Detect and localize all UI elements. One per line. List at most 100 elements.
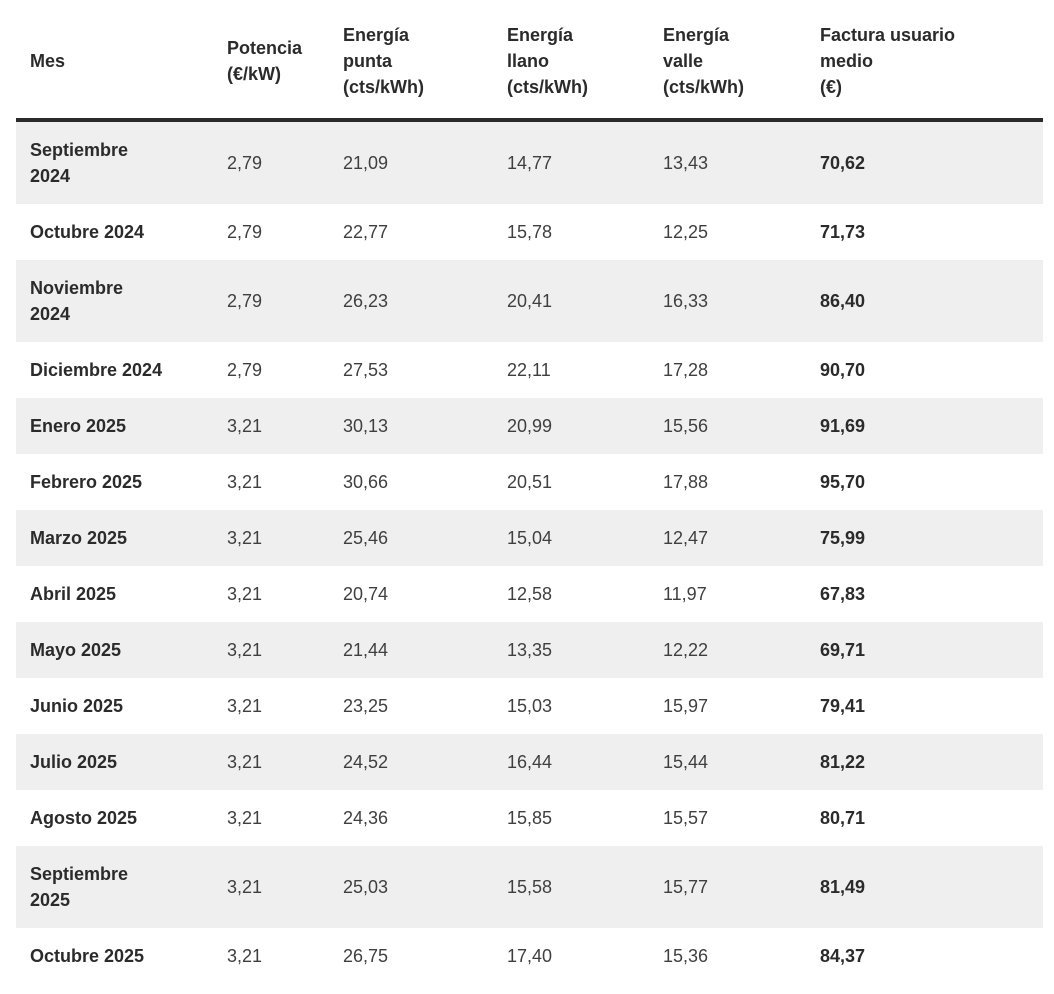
factura-cell: 91,69 bbox=[820, 416, 866, 436]
header-row: Mes Potencia (€/kW) Energía punta (cts/k… bbox=[16, 0, 1043, 122]
factura-cell: 95,70 bbox=[820, 472, 866, 492]
factura-cell: 70,62 bbox=[820, 153, 866, 173]
energia-punta-cell: 25,46 bbox=[343, 528, 389, 548]
month-cell: Febrero 2025 bbox=[30, 472, 143, 492]
energia-valle-cell: 15,44 bbox=[663, 752, 709, 772]
potencia-cell: 3,21 bbox=[227, 946, 263, 966]
col-header-energia-llano: Energía llano (cts/kWh) bbox=[507, 0, 663, 122]
pricing-table: Mes Potencia (€/kW) Energía punta (cts/k… bbox=[16, 0, 1043, 984]
table-row: Julio 2025 3,21 24,52 16,44 15,44 81,22 bbox=[16, 734, 1043, 790]
col-header-energia-punta: Energía punta (cts/kWh) bbox=[343, 0, 507, 122]
potencia-cell: 3,21 bbox=[227, 877, 263, 897]
potencia-cell: 3,21 bbox=[227, 640, 263, 660]
potencia-cell: 3,21 bbox=[227, 752, 263, 772]
table-row: Junio 2025 3,21 23,25 15,03 15,97 79,41 bbox=[16, 678, 1043, 734]
energia-punta-cell: 23,25 bbox=[343, 696, 389, 716]
potencia-cell: 3,21 bbox=[227, 696, 263, 716]
energia-valle-cell: 12,22 bbox=[663, 640, 709, 660]
potencia-cell: 2,79 bbox=[227, 360, 263, 380]
energia-llano-cell: 16,44 bbox=[507, 752, 553, 772]
potencia-cell: 2,79 bbox=[227, 222, 263, 242]
energia-valle-cell: 15,57 bbox=[663, 808, 709, 828]
energia-valle-cell: 15,36 bbox=[663, 946, 709, 966]
energia-llano-cell: 15,03 bbox=[507, 696, 553, 716]
energia-llano-cell: 13,35 bbox=[507, 640, 553, 660]
col-header-mes: Mes bbox=[16, 0, 227, 122]
energia-llano-cell: 15,04 bbox=[507, 528, 553, 548]
col-header-potencia: Potencia (€/kW) bbox=[227, 0, 343, 122]
energia-valle-cell: 17,28 bbox=[663, 360, 709, 380]
month-cell: Julio 2025 bbox=[30, 752, 118, 772]
energia-llano-cell: 12,58 bbox=[507, 584, 553, 604]
energia-punta-cell: 27,53 bbox=[343, 360, 389, 380]
factura-cell: 79,41 bbox=[820, 696, 866, 716]
month-cell: Septiembre 2024 bbox=[30, 140, 129, 186]
energia-valle-cell: 16,33 bbox=[663, 291, 709, 311]
factura-cell: 86,40 bbox=[820, 291, 866, 311]
factura-cell: 80,71 bbox=[820, 808, 866, 828]
energia-punta-cell: 24,36 bbox=[343, 808, 389, 828]
energia-punta-cell: 30,13 bbox=[343, 416, 389, 436]
energia-llano-cell: 15,78 bbox=[507, 222, 553, 242]
energia-punta-cell: 21,09 bbox=[343, 153, 389, 173]
factura-cell: 75,99 bbox=[820, 528, 866, 548]
energia-valle-cell: 13,43 bbox=[663, 153, 709, 173]
table-row: Octubre 2024 2,79 22,77 15,78 12,25 71,7… bbox=[16, 204, 1043, 260]
month-cell: Marzo 2025 bbox=[30, 528, 128, 548]
energia-punta-cell: 24,52 bbox=[343, 752, 389, 772]
energia-llano-cell: 15,58 bbox=[507, 877, 553, 897]
potencia-cell: 3,21 bbox=[227, 416, 263, 436]
potencia-cell: 3,21 bbox=[227, 472, 263, 492]
energia-punta-cell: 26,75 bbox=[343, 946, 389, 966]
month-cell: Abril 2025 bbox=[30, 584, 117, 604]
potencia-cell: 2,79 bbox=[227, 153, 263, 173]
potencia-cell: 3,21 bbox=[227, 584, 263, 604]
energia-valle-cell: 11,97 bbox=[663, 584, 707, 604]
col-header-factura-usuario-medio: Factura usuario medio (€) bbox=[820, 0, 1043, 122]
factura-cell: 90,70 bbox=[820, 360, 866, 380]
month-cell: Agosto 2025 bbox=[30, 808, 138, 828]
potencia-cell: 2,79 bbox=[227, 291, 263, 311]
table-body: Septiembre 2024 2,79 21,09 14,77 13,43 7… bbox=[16, 120, 1043, 984]
energia-punta-cell: 21,44 bbox=[343, 640, 389, 660]
energia-llano-cell: 14,77 bbox=[507, 153, 553, 173]
table-row: Enero 2025 3,21 30,13 20,99 15,56 91,69 bbox=[16, 398, 1043, 454]
table-row: Octubre 2025 3,21 26,75 17,40 15,36 84,3… bbox=[16, 928, 1043, 984]
energia-valle-cell: 15,56 bbox=[663, 416, 709, 436]
table-row: Septiembre 2025 3,21 25,03 15,58 15,77 8… bbox=[16, 846, 1043, 928]
energia-punta-cell: 26,23 bbox=[343, 291, 389, 311]
energia-llano-cell: 20,41 bbox=[507, 291, 553, 311]
table-row: Marzo 2025 3,21 25,46 15,04 12,47 75,99 bbox=[16, 510, 1043, 566]
energia-valle-cell: 17,88 bbox=[663, 472, 709, 492]
factura-cell: 67,83 bbox=[820, 584, 866, 604]
factura-cell: 71,73 bbox=[820, 222, 866, 242]
factura-cell: 81,49 bbox=[820, 877, 866, 897]
energia-llano-cell: 17,40 bbox=[507, 946, 553, 966]
month-cell: Mayo 2025 bbox=[30, 640, 122, 660]
potencia-cell: 3,21 bbox=[227, 808, 263, 828]
factura-cell: 81,22 bbox=[820, 752, 866, 772]
table-row: Noviembre 2024 2,79 26,23 20,41 16,33 86… bbox=[16, 260, 1043, 342]
col-header-energia-valle: Energía valle (cts/kWh) bbox=[663, 0, 820, 122]
energia-llano-cell: 15,85 bbox=[507, 808, 553, 828]
month-cell: Octubre 2024 bbox=[30, 222, 145, 242]
energia-punta-cell: 25,03 bbox=[343, 877, 389, 897]
energia-llano-cell: 22,11 bbox=[507, 360, 551, 380]
energia-valle-cell: 12,47 bbox=[663, 528, 709, 548]
energia-valle-cell: 15,77 bbox=[663, 877, 709, 897]
month-cell: Enero 2025 bbox=[30, 416, 127, 436]
month-cell: Noviembre 2024 bbox=[30, 278, 124, 324]
month-cell: Junio 2025 bbox=[30, 696, 124, 716]
factura-cell: 69,71 bbox=[820, 640, 866, 660]
table-row: Septiembre 2024 2,79 21,09 14,77 13,43 7… bbox=[16, 120, 1043, 204]
energia-llano-cell: 20,99 bbox=[507, 416, 553, 436]
table-row: Mayo 2025 3,21 21,44 13,35 12,22 69,71 bbox=[16, 622, 1043, 678]
energia-punta-cell: 20,74 bbox=[343, 584, 389, 604]
energia-valle-cell: 15,97 bbox=[663, 696, 709, 716]
month-cell: Octubre 2025 bbox=[30, 946, 145, 966]
month-cell: Septiembre 2025 bbox=[30, 864, 129, 910]
factura-cell: 84,37 bbox=[820, 946, 866, 966]
table-row: Diciembre 2024 2,79 27,53 22,11 17,28 90… bbox=[16, 342, 1043, 398]
table-row: Febrero 2025 3,21 30,66 20,51 17,88 95,7… bbox=[16, 454, 1043, 510]
